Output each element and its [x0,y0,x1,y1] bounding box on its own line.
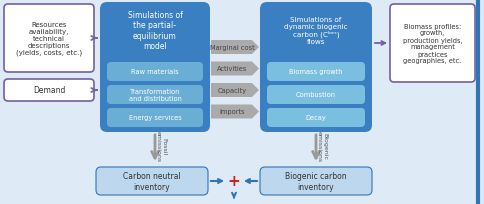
FancyBboxPatch shape [96,167,208,195]
Text: +: + [227,174,240,188]
Text: Marginal cost: Marginal cost [209,45,254,51]
Text: Biogenic carbon
inventory: Biogenic carbon inventory [285,171,346,191]
Text: Fossil
emissions: Fossil emissions [155,131,166,162]
Text: Biomass profiles:
growth,
production yields,
management
practices
geographies, e: Biomass profiles: growth, production yie… [402,23,461,64]
Text: Carbon neutral
inventory: Carbon neutral inventory [123,171,181,191]
Text: Biogenic
emissions: Biogenic emissions [316,131,327,162]
Text: Capacity: Capacity [217,88,246,94]
Text: Raw materials: Raw materials [131,69,179,75]
FancyBboxPatch shape [389,5,474,83]
Text: Energy services: Energy services [128,115,181,121]
FancyBboxPatch shape [259,3,371,132]
FancyBboxPatch shape [107,63,203,82]
Text: Simulations of
the partial-
equilibrium
model: Simulations of the partial- equilibrium … [127,11,182,51]
Polygon shape [211,105,258,119]
Text: Combustion: Combustion [295,92,335,98]
FancyBboxPatch shape [100,3,210,132]
FancyBboxPatch shape [267,63,364,82]
Polygon shape [211,84,258,98]
Polygon shape [211,41,258,55]
FancyBboxPatch shape [107,86,203,104]
FancyBboxPatch shape [4,5,94,73]
Text: Activities: Activities [216,66,247,72]
FancyBboxPatch shape [267,109,364,127]
Text: Decay: Decay [305,115,326,121]
FancyBboxPatch shape [107,109,203,127]
FancyBboxPatch shape [267,86,364,104]
Text: Biomass growth: Biomass growth [288,69,342,75]
FancyBboxPatch shape [259,167,371,195]
Text: Imports: Imports [219,109,244,115]
Text: Transformation
and distribution: Transformation and distribution [128,89,181,102]
Text: Demand: Demand [33,86,65,95]
Text: Simulations of
dynamic biogenic
carbon (Cᵇᵉˢ)
flows: Simulations of dynamic biogenic carbon (… [284,17,347,45]
FancyBboxPatch shape [4,80,94,102]
Polygon shape [211,62,258,76]
Text: Resources
availability,
technical
descriptions
(yields, costs, etc.): Resources availability, technical descri… [16,22,82,56]
